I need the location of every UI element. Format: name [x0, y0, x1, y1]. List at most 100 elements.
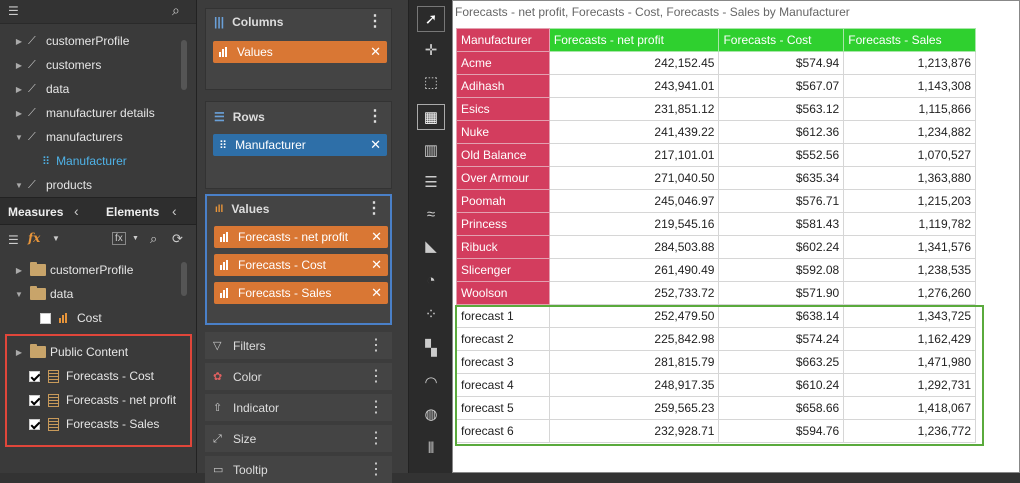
filters-well[interactable]: ▽ Filters ⋮ [205, 332, 392, 359]
value-cell[interactable]: 1,162,429 [843, 327, 976, 351]
row-label-cell[interactable]: Over Armour [456, 166, 550, 190]
tab-measures[interactable]: Measures [8, 205, 64, 219]
value-cell[interactable]: $663.25 [718, 350, 845, 374]
close-icon[interactable]: ✕ [371, 229, 382, 244]
value-cell[interactable]: 1,418,067 [843, 396, 976, 420]
value-cell[interactable]: $592.08 [718, 258, 845, 282]
public-item[interactable]: Forecasts - Cost [0, 364, 190, 388]
value-cell[interactable]: $574.24 [718, 327, 845, 351]
row-label-cell[interactable]: forecast 4 [456, 373, 550, 397]
chevron-right-icon[interactable]: ▶ [15, 347, 23, 357]
barcode-icon[interactable]: ⦀ [427, 440, 435, 457]
chevron-down-icon[interactable]: ▼ [15, 132, 23, 142]
pill-manufacturer[interactable]: ⠿ Manufacturer ✕ [213, 134, 387, 156]
value-cell[interactable]: 225,842.98 [548, 327, 720, 351]
chevron-down-icon[interactable]: ▼ [132, 235, 139, 242]
more-options-icon[interactable]: ⋮ [368, 336, 384, 354]
row-label-cell[interactable]: Slicenger [456, 258, 550, 282]
value-cell[interactable]: 1,213,876 [843, 51, 976, 75]
value-cell[interactable]: 232,928.71 [548, 419, 720, 443]
tab-elements[interactable]: Elements [106, 205, 160, 219]
more-options-icon[interactable]: ⋮ [368, 460, 384, 478]
more-options-icon[interactable]: ⋮ [366, 200, 382, 217]
column-header[interactable]: Forecasts - net profit [548, 28, 720, 52]
row-label-cell[interactable]: Old Balance [456, 143, 550, 167]
checkbox-checked[interactable] [29, 370, 40, 382]
value-cell[interactable]: $638.14 [718, 304, 845, 328]
value-cell[interactable]: 1,236,772 [843, 419, 976, 443]
row-label-cell[interactable]: Acme [456, 51, 550, 75]
value-cell[interactable]: $581.43 [718, 212, 845, 236]
line-chart-icon[interactable]: ≈ [426, 206, 436, 223]
row-label-cell[interactable]: Ribuck [456, 235, 550, 259]
indicator-well[interactable]: ⇧ Indicator ⋮ [205, 394, 392, 421]
value-cell[interactable]: 1,143,308 [843, 74, 976, 98]
value-cell[interactable]: 1,238,535 [843, 258, 976, 282]
value-cell[interactable]: $574.94 [718, 51, 845, 75]
value-cell[interactable]: 245,046.97 [548, 189, 720, 213]
area-chart-icon[interactable]: ◣ [425, 238, 437, 255]
checkbox[interactable] [40, 312, 51, 324]
row-label-cell[interactable]: Adihash [456, 74, 550, 98]
chevron-down-icon[interactable]: ▼ [52, 234, 60, 243]
value-cell[interactable]: $567.07 [718, 74, 845, 98]
tree-item-products[interactable]: ▼ ⟋ products [0, 173, 190, 197]
column-header[interactable]: Forecasts - Cost [718, 28, 845, 52]
close-icon[interactable]: ✕ [370, 137, 381, 152]
collapse-left-icon[interactable]: ‹ [74, 203, 79, 219]
table-icon[interactable]: ▦ [417, 104, 445, 130]
close-icon[interactable]: ✕ [370, 44, 381, 59]
close-icon[interactable]: ✕ [371, 257, 382, 272]
bar-chart-icon[interactable]: ☰ [424, 174, 438, 191]
value-cell[interactable]: 271,040.50 [548, 166, 720, 190]
tree-item-customers[interactable]: ▶ ⟋ customers [0, 53, 190, 77]
value-cell[interactable]: 242,152.45 [548, 51, 720, 75]
chevron-right-icon[interactable]: ▶ [15, 36, 23, 46]
value-cell[interactable]: 219,545.16 [548, 212, 720, 236]
value-cell[interactable]: $610.24 [718, 373, 845, 397]
value-cell[interactable]: $576.71 [718, 189, 845, 213]
chevron-down-icon[interactable]: ▼ [15, 289, 23, 299]
select-region-icon[interactable]: ⬚ [423, 74, 439, 91]
tree-item-manufacturer[interactable]: ⠿ Manufacturer [0, 149, 190, 173]
value-cell[interactable]: 1,343,725 [843, 304, 976, 328]
list-icon[interactable]: ☰ [8, 233, 19, 247]
tooltip-well[interactable]: ▭ Tooltip ⋮ [205, 456, 392, 483]
tree-item-manufacturer-details[interactable]: ▶ ⟋ manufacturer details [0, 101, 190, 125]
measure-folder-data[interactable]: ▼ data [0, 282, 190, 306]
value-cell[interactable]: 1,363,880 [843, 166, 976, 190]
collapse-left-icon[interactable]: ‹ [172, 203, 177, 219]
gauge-icon[interactable]: ◠ [424, 374, 438, 391]
value-cell[interactable]: 281,815.79 [548, 350, 720, 374]
pie-chart-icon[interactable]: ◔ [426, 272, 436, 289]
more-options-icon[interactable]: ⋮ [367, 108, 383, 125]
function-icon[interactable]: fx [112, 232, 126, 245]
row-label-cell[interactable]: Nuke [456, 120, 550, 144]
scrollbar[interactable] [181, 262, 187, 296]
more-options-icon[interactable]: ⋮ [368, 429, 384, 447]
row-label-cell[interactable]: forecast 1 [456, 304, 550, 328]
pill-forecasts-net-profit[interactable]: Forecasts - net profit ✕ [214, 226, 388, 248]
value-cell[interactable]: 252,733.72 [548, 281, 720, 305]
more-options-icon[interactable]: ⋮ [368, 367, 384, 385]
value-cell[interactable]: 217,101.01 [548, 143, 720, 167]
size-well[interactable]: ⤢ Size ⋮ [205, 425, 392, 452]
column-header[interactable]: Forecasts - Sales [843, 28, 976, 52]
tree-item-data[interactable]: ▶ ⟋ data [0, 77, 190, 101]
row-label-cell[interactable]: forecast 6 [456, 419, 550, 443]
value-cell[interactable]: $635.34 [718, 166, 845, 190]
chevron-right-icon[interactable]: ▶ [15, 60, 23, 70]
value-cell[interactable]: 231,851.12 [548, 97, 720, 121]
column-chart-icon[interactable]: ▥ [423, 142, 439, 159]
value-cell[interactable]: 259,565.23 [548, 396, 720, 420]
chevron-right-icon[interactable]: ▶ [15, 265, 23, 275]
value-cell[interactable]: 1,292,731 [843, 373, 976, 397]
value-cell[interactable]: 248,917.35 [548, 373, 720, 397]
pill-values[interactable]: Values ✕ [213, 41, 387, 63]
value-cell[interactable]: 241,439.22 [548, 120, 720, 144]
chevron-right-icon[interactable]: ▶ [15, 108, 23, 118]
refresh-icon[interactable]: ⟳ [172, 231, 183, 246]
list-icon[interactable]: ☰ [8, 4, 19, 18]
value-cell[interactable]: 1,276,260 [843, 281, 976, 305]
search-icon[interactable]: ⌕ [150, 231, 158, 246]
